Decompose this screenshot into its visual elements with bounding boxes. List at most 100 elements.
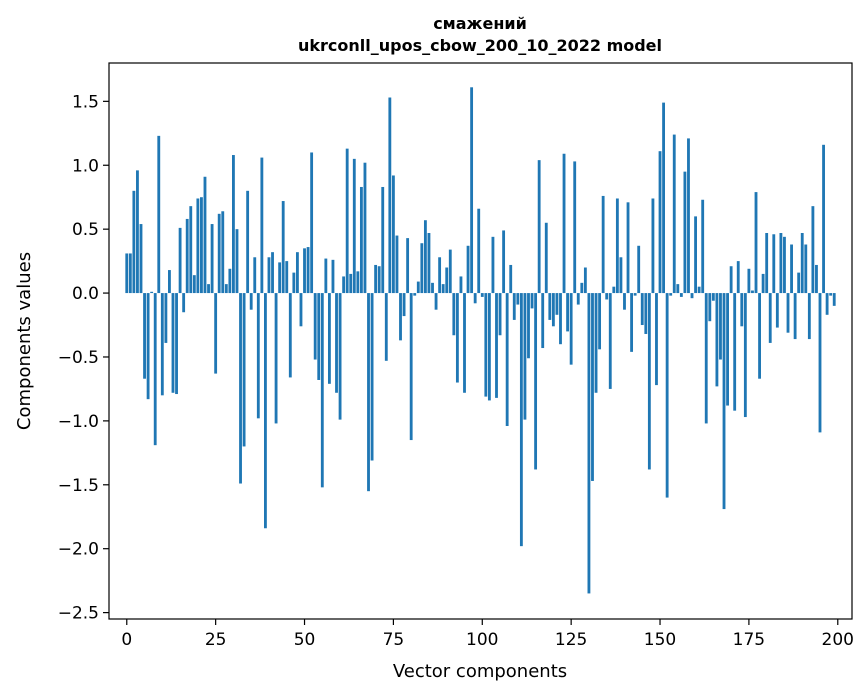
bar-139 <box>619 257 623 294</box>
bar-55 <box>320 293 324 488</box>
bar-99 <box>477 208 481 294</box>
x-tick-label: 75 <box>383 630 405 650</box>
bar-149 <box>655 293 658 386</box>
bar-70 <box>374 264 378 294</box>
bar-38 <box>260 157 264 294</box>
bar-17 <box>185 218 189 294</box>
bar-113 <box>527 293 530 359</box>
bar-150 <box>658 151 662 294</box>
bar-114 <box>530 293 534 309</box>
bar-186 <box>786 293 790 333</box>
bar-44 <box>281 201 285 294</box>
bar-85 <box>427 233 431 294</box>
bar-128 <box>580 282 584 294</box>
bar-47 <box>292 272 296 294</box>
bar-26 <box>217 213 221 294</box>
bar-1 <box>128 253 132 294</box>
bar-46 <box>288 293 292 378</box>
bar-171 <box>733 293 737 411</box>
x-axis-ticks: 0 25 50 75 100 125 150 175 200 <box>121 619 854 650</box>
bar-97 <box>470 87 474 294</box>
bar-197 <box>825 293 829 315</box>
bar-146 <box>644 293 648 334</box>
bar-109 <box>512 293 516 320</box>
bar-177 <box>754 192 758 294</box>
bar-12 <box>168 270 171 294</box>
bar-15 <box>178 227 182 294</box>
bar-52 <box>310 152 314 294</box>
bar-161 <box>697 286 701 294</box>
bar-196 <box>822 144 825 294</box>
x-tick-label: 50 <box>294 630 316 650</box>
bar-21 <box>200 197 203 294</box>
bar-154 <box>672 134 676 294</box>
bar-160 <box>694 216 697 294</box>
y-tick-label: 0.0 <box>72 284 99 304</box>
bar-189 <box>797 272 801 294</box>
bar-137 <box>612 286 616 294</box>
bar-98 <box>473 293 477 304</box>
bar-164 <box>708 293 712 322</box>
bar-194 <box>815 264 818 294</box>
bar-95 <box>463 293 466 393</box>
bar-91 <box>448 249 452 294</box>
bar-66 <box>359 186 363 294</box>
bar-187 <box>790 244 793 294</box>
bar-41 <box>271 252 274 294</box>
bar-173 <box>740 293 744 327</box>
bar-22 <box>203 176 207 294</box>
bar-58 <box>331 259 335 294</box>
bar-90 <box>445 267 449 294</box>
bar-165 <box>711 293 715 301</box>
bar-107 <box>505 293 509 426</box>
x-tick-label: 0 <box>121 630 132 650</box>
bar-28 <box>224 284 228 294</box>
bar-136 <box>608 293 612 389</box>
bar-67 <box>363 162 367 294</box>
bar-57 <box>327 293 331 384</box>
bar-48 <box>295 252 299 294</box>
bar-96 <box>466 245 470 294</box>
bar-87 <box>434 293 438 310</box>
bar-92 <box>452 293 456 336</box>
bar-69 <box>370 293 374 461</box>
bar-89 <box>441 284 445 294</box>
bar-19 <box>192 275 196 294</box>
x-tick-label: 175 <box>733 630 765 650</box>
bar-5 <box>143 293 146 379</box>
bar-159 <box>690 293 694 299</box>
y-axis-label: Components values <box>14 252 35 430</box>
bar-141 <box>626 202 630 294</box>
bar-155 <box>676 284 680 294</box>
bar-198 <box>829 293 833 296</box>
bar-135 <box>605 293 609 300</box>
bar-138 <box>615 198 619 294</box>
bar-147 <box>647 293 651 470</box>
bar-86 <box>431 282 434 294</box>
bar-45 <box>285 261 289 294</box>
bar-33 <box>242 293 246 447</box>
bar-121 <box>555 293 559 315</box>
bar-120 <box>551 293 555 327</box>
bar-184 <box>779 233 783 294</box>
bar-142 <box>630 293 634 352</box>
bar-75 <box>391 175 395 294</box>
bar-140 <box>623 293 626 310</box>
bar-163 <box>704 293 708 424</box>
bar-73 <box>384 293 388 361</box>
bar-174 <box>743 293 747 418</box>
bar-124 <box>566 293 570 332</box>
bar-134 <box>601 195 605 294</box>
bar-101 <box>484 293 488 397</box>
bar-151 <box>662 102 665 294</box>
bar-49 <box>299 293 303 327</box>
bar-11 <box>164 293 168 343</box>
bar-156 <box>679 293 683 297</box>
x-tick-label: 100 <box>466 630 498 650</box>
bar-176 <box>751 290 754 294</box>
bar-115 <box>534 293 538 470</box>
bar-20 <box>196 198 200 294</box>
bar-104 <box>495 293 498 398</box>
y-tick-label: −0.5 <box>58 348 99 368</box>
bar-191 <box>804 244 808 294</box>
